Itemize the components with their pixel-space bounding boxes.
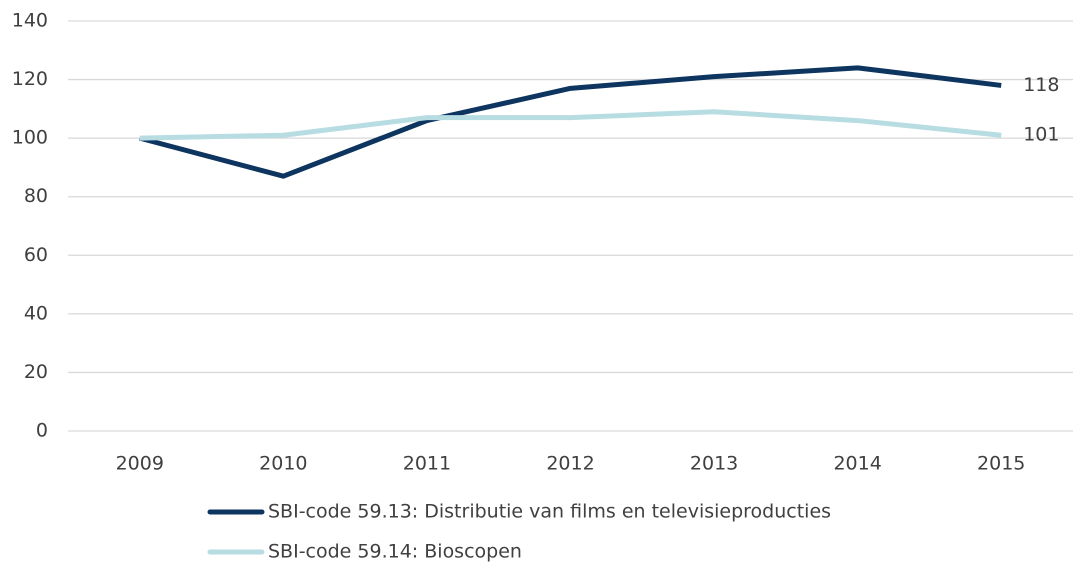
- x-tick-label: 2009: [116, 453, 164, 475]
- x-tick-label: 2014: [833, 453, 881, 475]
- legend-label: SBI-code 59.14: Bioscopen: [268, 541, 522, 563]
- y-tick-label: 20: [24, 361, 48, 383]
- data-label: 101: [1023, 124, 1059, 146]
- line-series: [139, 65, 1002, 179]
- legend-label: SBI-code 59.13: Distributie van films en…: [268, 501, 831, 523]
- data-label: 118: [1023, 74, 1059, 96]
- y-tick-label: 140: [12, 10, 48, 32]
- y-tick-label: 40: [24, 302, 48, 324]
- x-tick-label: 2010: [259, 453, 307, 475]
- y-tick-label: 120: [12, 68, 48, 90]
- x-tick-label: 2011: [403, 453, 451, 475]
- y-tick-label: 80: [24, 185, 48, 207]
- y-tick-label: 60: [24, 244, 48, 266]
- line-series: [139, 109, 1002, 141]
- y-tick-label: 0: [36, 420, 48, 442]
- x-tick-label: 2015: [977, 453, 1025, 475]
- x-tick-label: 2013: [690, 453, 738, 475]
- y-tick-label: 100: [12, 127, 48, 149]
- x-tick-label: 2012: [546, 453, 594, 475]
